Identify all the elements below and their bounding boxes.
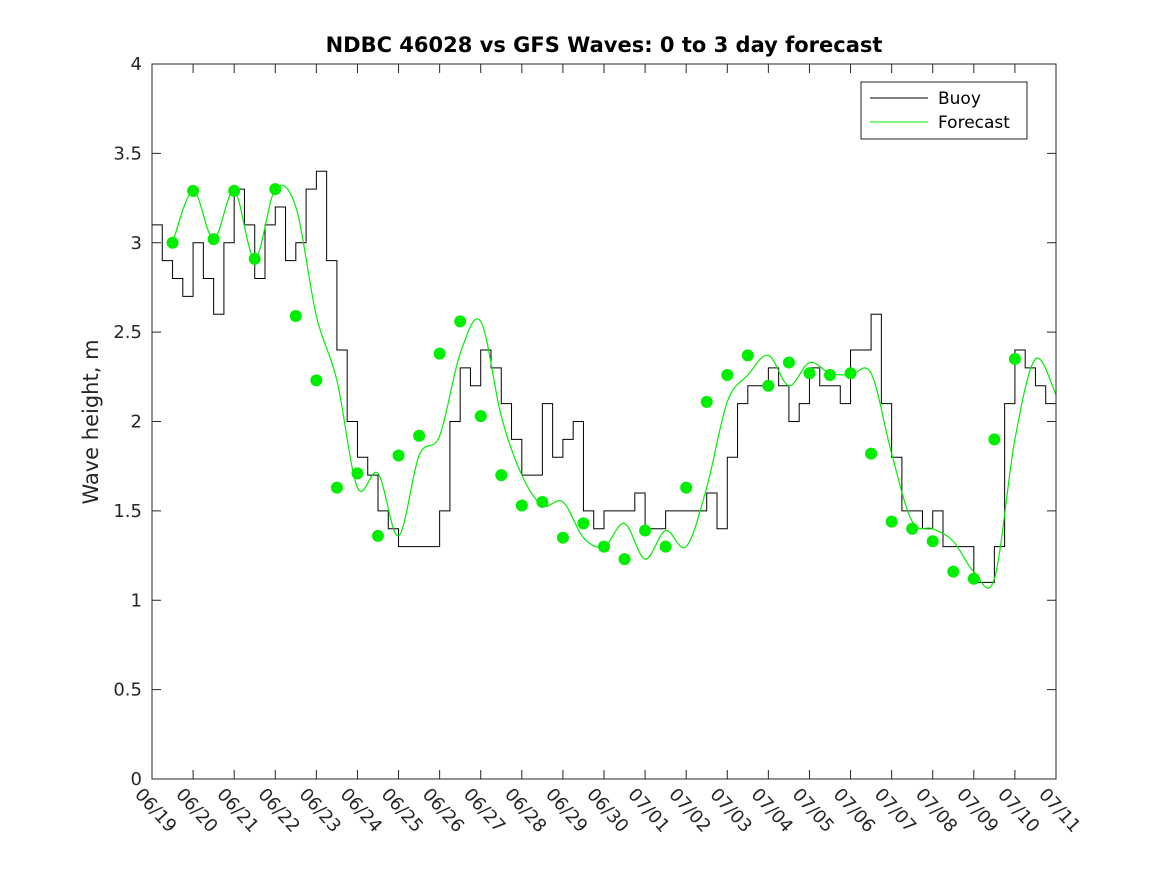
forecast-marker <box>207 233 220 246</box>
buoy-line <box>152 170 1056 583</box>
forecast-marker <box>659 540 672 553</box>
legend-box <box>860 81 1028 140</box>
x-tick-label: 06/21 <box>212 784 262 837</box>
x-tick-label: 06/28 <box>500 784 550 837</box>
x-tick-label: 07/05 <box>788 784 838 837</box>
forecast-marker <box>762 379 775 392</box>
y-tick-label: 0.5 <box>113 680 142 701</box>
forecast-marker <box>310 374 323 387</box>
forecast-marker <box>330 481 343 494</box>
forecast-marker <box>454 315 467 328</box>
forecast-markers <box>166 183 1021 585</box>
x-tick-label: 06/24 <box>336 784 386 837</box>
x-tick-label: 07/06 <box>829 784 879 837</box>
x-tick-label: 06/30 <box>582 784 632 837</box>
forecast-marker <box>269 183 282 196</box>
x-tick-label: 06/22 <box>254 784 304 837</box>
forecast-marker <box>248 252 261 265</box>
x-tick-label: 07/08 <box>911 784 961 837</box>
y-tick-label: 2.5 <box>113 322 142 343</box>
y-tick-label: 3.5 <box>113 143 142 164</box>
y-tick-label: 1 <box>131 590 142 611</box>
forecast-marker <box>844 367 857 380</box>
forecast-marker <box>351 467 364 480</box>
forecast-marker <box>495 469 508 482</box>
y-tick-label: 0 <box>131 769 142 790</box>
forecast-marker <box>228 184 241 197</box>
legend-buoy-label: Buoy <box>938 89 981 109</box>
forecast-marker <box>967 572 980 585</box>
x-tick-label: 06/19 <box>130 784 180 837</box>
forecast-marker <box>721 369 734 382</box>
x-tick-label: 06/26 <box>418 784 468 837</box>
forecast-marker <box>803 367 816 380</box>
forecast-marker <box>392 449 405 462</box>
forecast-marker <box>1008 352 1021 365</box>
forecast-marker <box>680 481 693 494</box>
forecast-marker <box>556 531 569 544</box>
forecast-marker <box>947 565 960 578</box>
forecast-marker <box>577 517 590 530</box>
forecast-marker <box>782 356 795 369</box>
y-axis-ticks: 0 0.5 1 1.5 2 2.5 3 3.5 4 <box>113 54 1056 790</box>
forecast-marker <box>536 495 549 508</box>
x-tick-label: 07/07 <box>870 784 920 837</box>
forecast-marker <box>515 499 528 512</box>
x-tick-label: 07/01 <box>623 784 673 837</box>
y-tick-label: 4 <box>131 54 142 75</box>
forecast-marker <box>906 522 919 535</box>
x-tick-label: 06/27 <box>459 784 509 837</box>
forecast-marker <box>474 410 487 423</box>
buoy-series <box>152 170 1056 583</box>
legend: Buoy Forecast <box>860 81 1028 140</box>
x-tick-label: 07/02 <box>664 784 714 837</box>
forecast-marker <box>598 540 610 553</box>
plot-area: 00.511.522.533.54 06/1906/2006/2106/2206… <box>113 54 1084 837</box>
forecast-marker <box>187 184 200 197</box>
forecast-marker <box>824 369 836 382</box>
x-tick-label: 07/03 <box>706 784 756 837</box>
y-tick-label: 3 <box>131 233 142 254</box>
x-tick-label: 06/25 <box>377 784 427 837</box>
x-tick-label: 06/23 <box>295 784 345 837</box>
forecast-marker <box>433 347 446 360</box>
y-tick-label: 2 <box>131 412 142 433</box>
x-tick-label: 06/20 <box>171 784 221 837</box>
forecast-marker <box>741 349 754 362</box>
forecast-marker <box>926 535 939 548</box>
forecast-marker <box>700 395 713 408</box>
forecast-marker <box>166 236 179 249</box>
plot-frame <box>151 63 1057 780</box>
y-axis-label: Wave height, m <box>79 339 103 504</box>
legend-forecast-label: Forecast <box>938 113 1010 133</box>
chart-title: NDBC 46028 vs GFS Waves: 0 to 3 day fore… <box>326 33 883 57</box>
y-tick-label: 1.5 <box>113 501 142 522</box>
forecast-marker <box>639 524 652 537</box>
forecast-marker <box>885 515 898 528</box>
x-tick-label: 07/10 <box>993 784 1043 837</box>
x-tick-label: 06/29 <box>541 784 591 837</box>
forecast-marker <box>413 429 426 442</box>
x-tick-label: 07/04 <box>747 784 797 837</box>
forecast-marker <box>372 529 384 542</box>
x-tick-label: 07/11 <box>1034 784 1084 837</box>
plot-background <box>152 64 1056 779</box>
forecast-marker <box>865 447 878 460</box>
x-tick-label: 07/09 <box>952 784 1002 837</box>
forecast-marker <box>289 310 302 323</box>
forecast-marker <box>618 553 631 566</box>
forecast-marker <box>988 433 1001 446</box>
